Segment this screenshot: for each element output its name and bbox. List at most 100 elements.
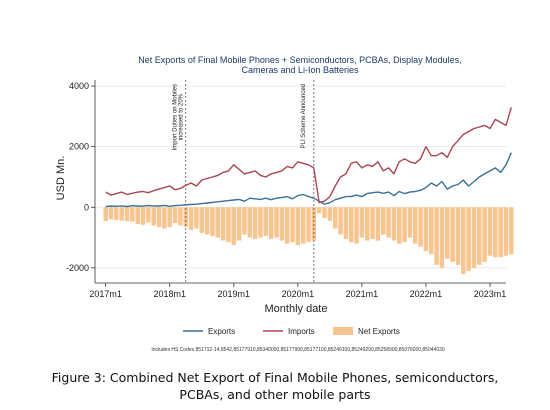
net-exports-bar (364, 207, 370, 241)
legend-label-net-exports: Net Exports (358, 327, 400, 336)
legend: Exports Imports Net Exports (183, 327, 400, 336)
net-exports-bar (226, 207, 231, 243)
net-exports-bar (461, 207, 466, 274)
net-exports-bar (178, 207, 183, 226)
series-line-imports (105, 107, 512, 204)
net-exports-bar (327, 207, 333, 221)
net-exports-bar (194, 207, 199, 229)
net-exports-bar (210, 207, 215, 237)
legend-label-imports: Imports (288, 327, 315, 336)
net-exports-bar (124, 207, 130, 222)
net-exports-bar (423, 207, 429, 252)
net-exports-bar (354, 207, 359, 244)
net-exports-bar (279, 207, 285, 241)
net-exports-bar (332, 207, 338, 229)
net-exports-bar (236, 207, 242, 241)
chart-title-line2: Cameras and Li-Ion Batteries (241, 65, 359, 75)
net-exports-bar (380, 207, 386, 235)
net-exports-bar (397, 207, 402, 244)
net-exports-bar (482, 207, 487, 262)
net-exports-bar (162, 207, 167, 229)
net-exports-bar (268, 207, 274, 240)
net-exports-bar (252, 207, 258, 240)
net-exports-bar (391, 207, 397, 241)
y-axis-label: USD Mn. (55, 156, 67, 201)
net-exports-bar (498, 207, 503, 258)
net-exports-bar (231, 207, 237, 246)
net-exports-bar (263, 207, 269, 237)
x-tick-label: 2020m1 (282, 289, 315, 299)
net-exports-bar (306, 207, 311, 243)
net-exports-bar (300, 207, 306, 244)
net-exports-bar (135, 207, 140, 224)
net-exports-bar (140, 207, 146, 225)
x-tick-label: 2017m1 (89, 289, 122, 299)
figure-caption: Figure 3: Combined Net Export of Final M… (0, 369, 550, 403)
axes: -2000 0 2000 4000 2017m1 2018m1 2019m1 2020m1 20… (66, 80, 506, 299)
net-exports-bar (295, 207, 301, 246)
net-exports-bar (348, 207, 354, 243)
annotation-lines: Import Duties on Mobiles increased to 20%… (173, 80, 315, 283)
net-exports-bar (311, 207, 317, 241)
x-tick-label: 2019m1 (218, 289, 251, 299)
net-exports-bar (509, 207, 514, 255)
net-exports-bar (375, 207, 381, 241)
net-exports-bar (199, 207, 204, 234)
net-exports-bar (167, 207, 172, 227)
caption-line-2: PCBAs, and other mobile parts (179, 387, 371, 402)
legend-swatch-net-exports (333, 327, 353, 335)
net-exports-bar (503, 207, 509, 256)
net-exports-bar (418, 207, 423, 247)
net-exports-bar (108, 207, 114, 220)
net-exports-bar (103, 207, 108, 221)
net-exports-bar (439, 207, 445, 268)
net-exports-bar (343, 207, 349, 240)
net-exports-bar (247, 207, 253, 238)
net-exports-bar (386, 207, 391, 238)
x-axis-label: Monthly date (265, 303, 328, 315)
net-exports-bar (220, 207, 226, 241)
net-exports-bar (156, 207, 162, 227)
net-exports-bar (130, 207, 135, 222)
net-exports-bar (359, 207, 365, 238)
y-tick-label: 4000 (69, 81, 89, 91)
annotation-text: Import Duties on Mobiles (173, 84, 179, 150)
net-exports-bar (429, 207, 434, 255)
net-exports-bar (242, 207, 247, 235)
net-exports-bar (322, 207, 327, 218)
y-tick-label: 2000 (69, 142, 89, 152)
annotation-text: increased to 20% (179, 93, 185, 140)
net-exports-bar (455, 207, 461, 265)
x-tick-label: 2018m1 (153, 289, 186, 299)
net-exports-bar (466, 207, 471, 271)
chart-title: Net Exports of Final Mobile Phones + Sem… (138, 55, 461, 65)
net-exports-bar (188, 207, 194, 230)
net-exports-bar (477, 207, 482, 265)
net-exports-bar (370, 207, 375, 240)
x-tick-label: 2023m1 (474, 289, 507, 299)
net-exports-bar (450, 207, 455, 262)
net-exports-bar (316, 207, 322, 214)
net-exports-bar (274, 207, 279, 238)
net-exports-bar (487, 207, 493, 256)
y-tick-label: -2000 (66, 263, 89, 273)
legend-label-exports: Exports (208, 327, 235, 336)
annotation-text: PLI Scheme Announced (301, 84, 307, 148)
net-exports-bar (215, 207, 221, 238)
net-exports-bar (338, 207, 343, 235)
series-lines (105, 107, 512, 208)
y-tick-label: 0 (84, 202, 89, 212)
net-exports-bar (434, 207, 439, 265)
net-exports-bar (146, 207, 151, 223)
net-exports-bars (103, 207, 514, 274)
net-exports-bar (407, 207, 413, 238)
net-exports-bar (290, 207, 295, 243)
net-exports-chart: Net Exports of Final Mobile Phones + Sem… (55, 55, 514, 353)
net-exports-bar (471, 207, 477, 268)
x-tick-label: 2022m1 (410, 289, 443, 299)
net-exports-bar (119, 207, 124, 221)
net-exports-bar (493, 207, 498, 258)
x-tick-label: 2021m1 (346, 289, 379, 299)
net-exports-bar (413, 207, 418, 244)
